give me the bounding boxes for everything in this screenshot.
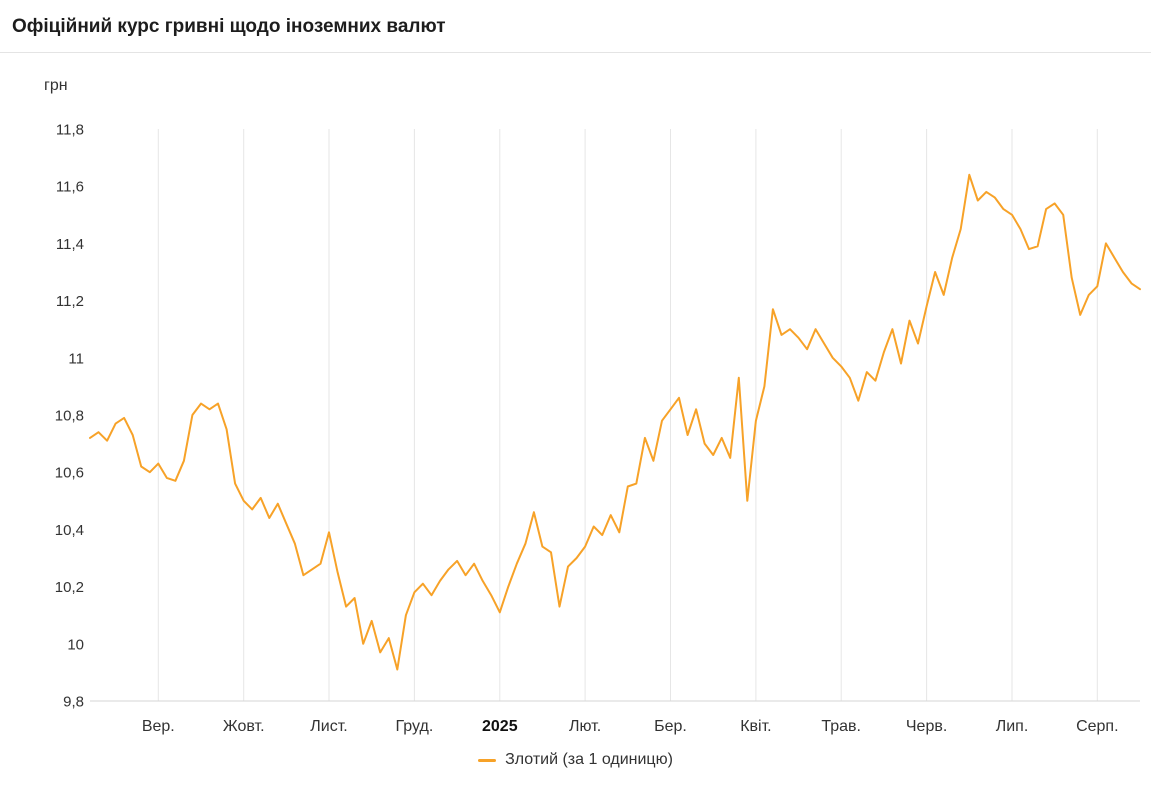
chart-legend: Злотий (за 1 одиницю) xyxy=(0,751,1151,769)
y-axis-label: 11,4 xyxy=(56,236,84,253)
x-axis-label: Лип. xyxy=(996,718,1029,735)
x-axis-label: Лист. xyxy=(310,718,347,735)
x-axis-label: Бер. xyxy=(654,718,687,735)
x-axis-label: Лют. xyxy=(569,718,601,735)
x-axis-label: Черв. xyxy=(906,718,947,735)
zloty-series-line[interactable] xyxy=(89,173,1141,671)
x-axis-label: 2025 xyxy=(482,718,518,735)
x-axis-label: Груд. xyxy=(396,718,434,735)
y-axis-label: 11,6 xyxy=(56,179,84,196)
y-axis-label: 10,6 xyxy=(55,465,84,482)
header: Офіційний курс гривні щодо іноземних вал… xyxy=(0,0,1151,53)
x-axis-label: Трав. xyxy=(821,718,861,735)
y-axis-label: 10,2 xyxy=(55,579,84,596)
x-axis-label: Жовт. xyxy=(223,718,265,735)
legend-item-zloty[interactable]: Злотий (за 1 одиницю) xyxy=(478,751,673,769)
y-axis-label: 11 xyxy=(68,350,84,367)
page-title: Офіційний курс гривні щодо іноземних вал… xyxy=(12,16,446,37)
y-axis-label: 10 xyxy=(67,636,84,653)
y-axis-label: 9,8 xyxy=(63,694,84,711)
legend-label: Злотий (за 1 одиницю) xyxy=(505,751,673,768)
exchange-rate-chart: грн Вер. Жовт. Лист. Груд. 2025 Лют. Бер. Квіт.… xyxy=(0,53,1151,769)
y-axis-unit-label: грн xyxy=(44,77,68,94)
page: Офіційний курс гривні щодо іноземних вал… xyxy=(0,0,1151,769)
x-axis-label: Квіт. xyxy=(740,718,771,735)
y-axis-label: 11,8 xyxy=(56,122,84,139)
y-axis-label: 10,8 xyxy=(55,408,84,425)
y-axis-label: 11,2 xyxy=(56,293,84,310)
y-axis-label: 10,4 xyxy=(55,522,84,539)
x-axis-label: Вер. xyxy=(142,718,175,735)
x-axis-label: Серп. xyxy=(1076,718,1118,735)
chart-canvas: Вер. Жовт. Лист. Груд. 2025 Лют. Бер. Квіт. Трав… xyxy=(55,122,1141,735)
line-series-marker-icon xyxy=(478,758,497,762)
